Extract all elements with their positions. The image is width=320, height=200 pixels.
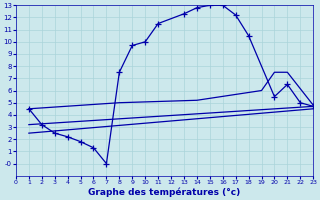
X-axis label: Graphe des températures (°c): Graphe des températures (°c) bbox=[88, 188, 241, 197]
